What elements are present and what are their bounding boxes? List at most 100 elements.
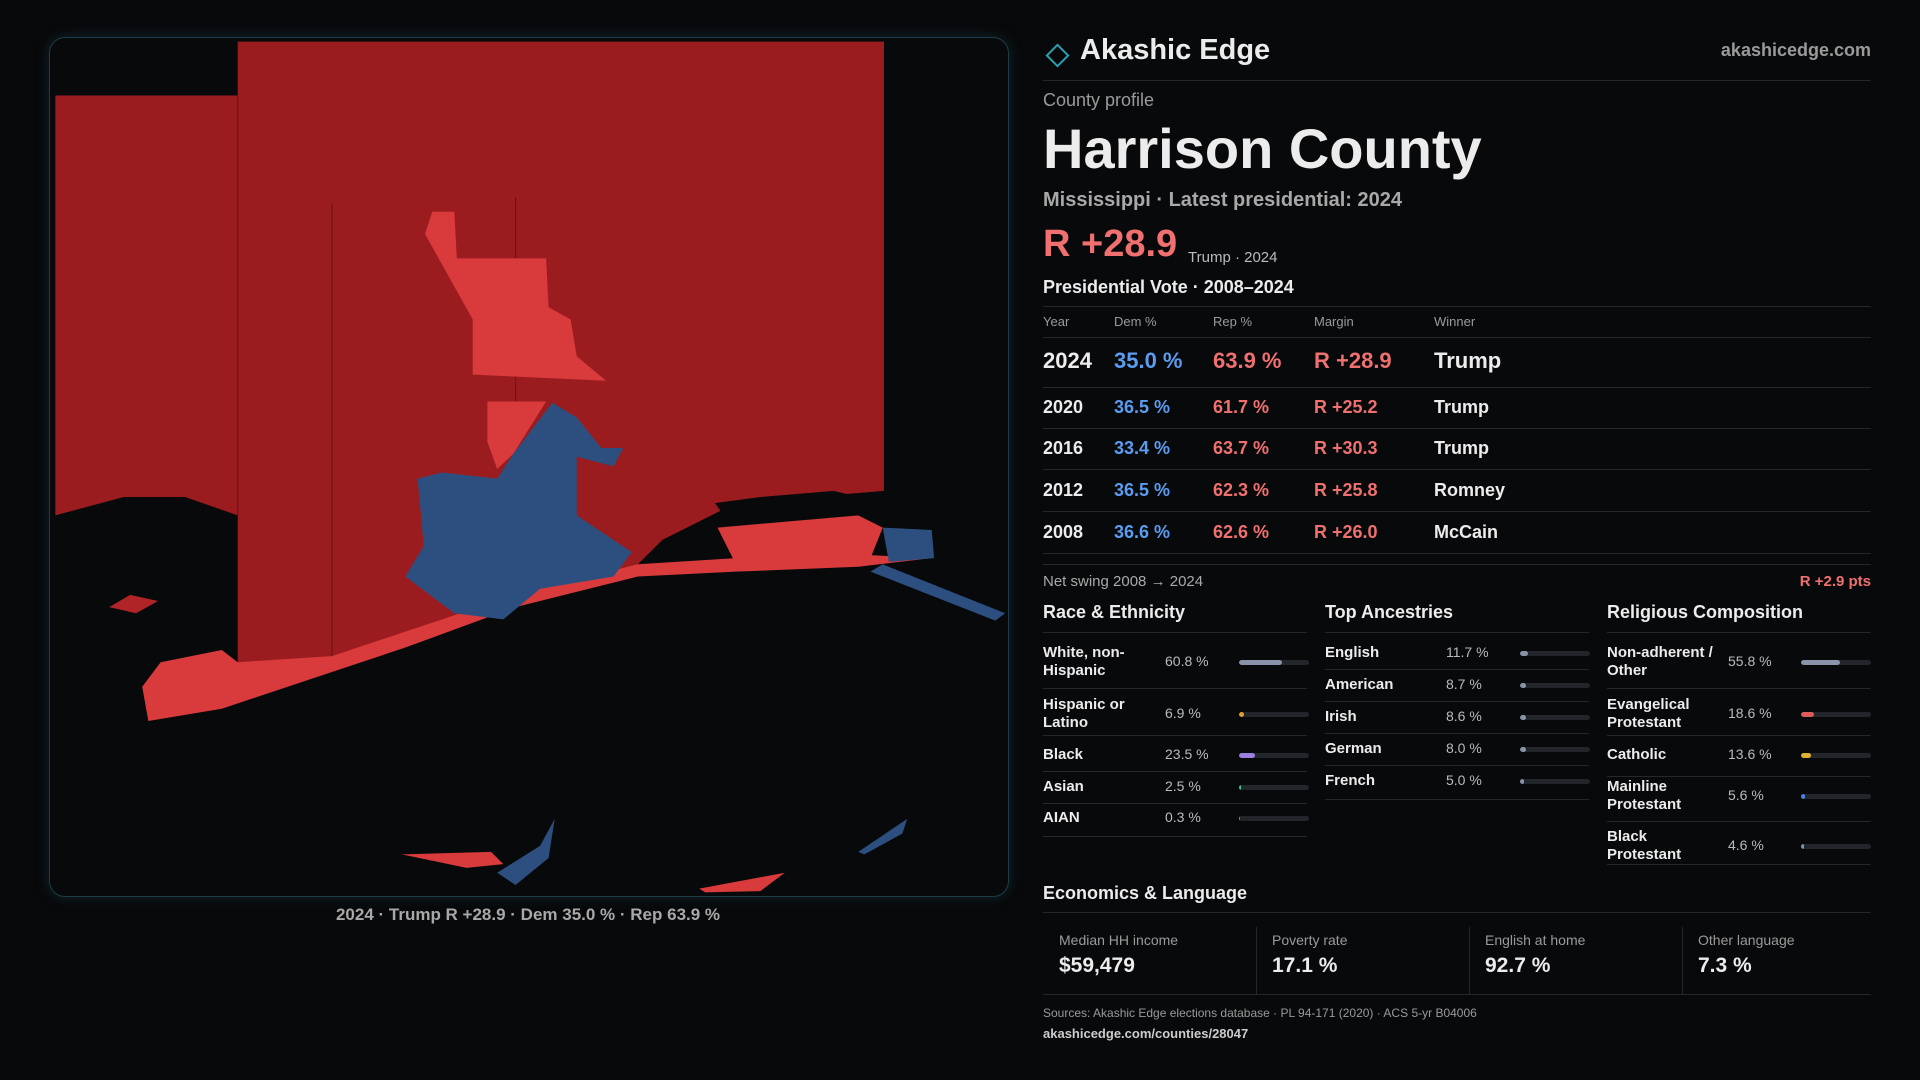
- row-value: 4.6 %: [1728, 837, 1764, 853]
- precinct: [142, 554, 932, 721]
- divider: [1325, 669, 1589, 670]
- column-header: Margin: [1314, 314, 1354, 329]
- bar-track: [1801, 712, 1871, 717]
- brand: Akashic Edge: [1080, 34, 1271, 66]
- divider: [1043, 994, 1871, 995]
- vote-cell: 2020: [1043, 397, 1084, 417]
- row-name: Hispanic or Latino: [1043, 696, 1125, 731]
- row-value: 23.5 %: [1165, 746, 1209, 762]
- column-header: Year: [1043, 314, 1070, 329]
- vote-cell: R +25.8: [1314, 480, 1378, 500]
- divider: [1043, 802, 1307, 804]
- swing: R +2.9 pts: [1799, 573, 1871, 590]
- kicker: County profile: [1043, 90, 1155, 110]
- row-name: German: [1325, 740, 1382, 757]
- divider: [1607, 632, 1871, 633]
- island: [858, 818, 908, 855]
- divider: [1325, 765, 1589, 766]
- bar: [1801, 660, 1841, 665]
- column-header: Dem %: [1114, 314, 1157, 329]
- section-title: Race & Ethnicity: [1043, 602, 1186, 622]
- stat-cell: [1682, 927, 1895, 994]
- logo: [1045, 43, 1070, 68]
- divider: [1607, 821, 1871, 822]
- column-header: Winner: [1434, 314, 1476, 329]
- county-map: [55, 41, 1006, 893]
- row-value: 18.6 %: [1728, 705, 1772, 721]
- margin-note: Trump · 2024: [1188, 249, 1278, 266]
- precinct: [882, 527, 935, 562]
- bar-track: [1520, 747, 1590, 752]
- row-value: 13.6 %: [1728, 746, 1772, 762]
- subtitle: Mississippi · Latest presidential: 2024: [1043, 189, 1403, 211]
- bar: [1520, 747, 1526, 752]
- vote-cell: 2024: [1043, 348, 1092, 373]
- divider: [1043, 337, 1871, 338]
- row-name: Asian: [1043, 778, 1084, 795]
- row-name: Mainline Protestant: [1607, 778, 1682, 813]
- vote-cell: 2012: [1043, 480, 1084, 500]
- row-name: Irish: [1325, 708, 1357, 725]
- vote-cell: R +30.3: [1314, 438, 1378, 458]
- vote-cell: 63.9 %: [1213, 348, 1282, 373]
- divider: [1607, 688, 1871, 689]
- bar-track: [1801, 844, 1871, 849]
- vote-cell: 2016: [1043, 438, 1084, 458]
- bar-track: [1239, 712, 1309, 717]
- island: [699, 872, 785, 893]
- stat-label: Poverty rate: [1272, 932, 1348, 948]
- bar-track: [1801, 753, 1871, 758]
- bar-track: [1520, 715, 1590, 720]
- row-name: American: [1325, 676, 1394, 693]
- vote-cell: R +28.9: [1314, 348, 1392, 373]
- map-caption: 2024 · Trump R +28.9 · Dem 35.0 % · Rep …: [335, 905, 721, 924]
- bar-track: [1520, 651, 1590, 656]
- divider: [1325, 799, 1589, 800]
- section-title: Top Ancestries: [1325, 602, 1454, 622]
- row-name: Catholic: [1607, 746, 1667, 763]
- row-name: Black: [1043, 746, 1084, 763]
- bar: [1239, 660, 1282, 665]
- vote-cell: 62.6 %: [1213, 522, 1270, 542]
- vote-cell: McCain: [1434, 522, 1499, 542]
- bay: [715, 490, 883, 518]
- logo-diamond: [1045, 43, 1070, 68]
- row-name: French: [1325, 772, 1376, 789]
- bar: [1239, 785, 1241, 790]
- bar-track: [1239, 660, 1309, 665]
- section-title: Economics & Language: [1043, 883, 1248, 903]
- row-value: 0.3 %: [1165, 809, 1201, 825]
- divider: [1607, 864, 1871, 865]
- bar: [1239, 712, 1244, 717]
- row-name: English: [1325, 644, 1380, 661]
- bar: [1801, 794, 1805, 799]
- precinct: [109, 594, 159, 614]
- vote-cell: Trump: [1434, 438, 1490, 458]
- sources: Sources: Akashic Edge elections database…: [1043, 1006, 1477, 1020]
- precinct: [870, 564, 1006, 621]
- vote-cell: Trump: [1434, 397, 1490, 417]
- bar-track: [1239, 785, 1309, 790]
- vote-cell: Romney: [1434, 480, 1506, 500]
- divider: [1043, 836, 1307, 837]
- divider: [1043, 80, 1871, 81]
- bar-track: [1239, 816, 1309, 821]
- precinct: [487, 401, 547, 469]
- row-value: 60.8 %: [1165, 653, 1209, 669]
- vote-cell: 63.7 %: [1213, 438, 1270, 458]
- vote-cell: 36.5 %: [1114, 480, 1171, 500]
- precinct: [717, 515, 883, 565]
- bar: [1801, 844, 1805, 849]
- county-title: Harrison County: [1043, 117, 1482, 180]
- divider: [1043, 469, 1871, 470]
- bar-track: [1520, 683, 1590, 688]
- row-name: AIAN: [1043, 809, 1080, 826]
- bar-track: [1520, 779, 1590, 784]
- section-title: Religious Composition: [1607, 602, 1803, 622]
- row-value: 8.7 %: [1446, 676, 1482, 692]
- divider: [1043, 428, 1871, 429]
- row-name: White, non-Hispanic: [1043, 644, 1125, 679]
- bar-track: [1801, 660, 1871, 665]
- bar-track: [1801, 794, 1871, 799]
